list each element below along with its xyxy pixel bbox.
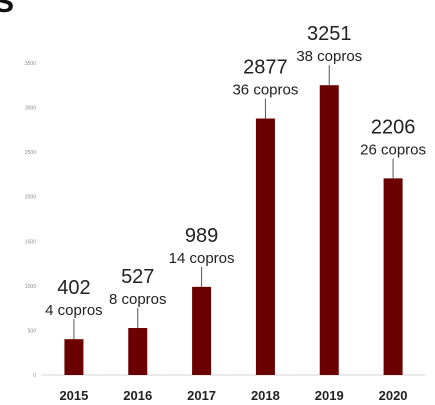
annotation-label: 26 copros [360,141,426,158]
x-tick-label: 2015 [59,388,88,403]
bar [192,286,212,375]
y-tick-label: 3000 [25,106,36,112]
corner-glyph: S [0,0,15,19]
annotation-label: 36 copros [232,82,298,99]
bar [319,85,339,376]
bar [64,339,84,375]
annotation-label: 8 copros [109,291,167,308]
annotation-label: 14 copros [169,250,235,267]
value-label: 402 [57,277,90,299]
value-label: 2206 [371,116,416,138]
bar [383,178,403,375]
value-label: 3251 [307,23,352,45]
y-tick-label: 1000 [25,284,36,290]
y-tick-label: 2500 [25,150,36,156]
x-tick-label: 2018 [251,388,280,403]
value-label: 527 [121,266,154,288]
x-tick-label: 2017 [187,388,216,403]
y-tick-label: 0 [33,373,36,379]
value-label: 2877 [243,57,288,79]
x-tick-label: 2016 [123,388,152,403]
value-label: 989 [185,225,218,247]
bar [255,118,275,375]
y-tick-label: 1500 [25,239,36,245]
y-tick-label: 2000 [25,195,36,201]
annotation-label: 4 copros [45,302,103,319]
x-tick-label: 2019 [315,388,344,403]
y-tick-label: 500 [28,328,37,334]
bar [128,328,148,375]
annotation-label: 38 copros [296,48,362,65]
x-tick-label: 2020 [379,388,408,403]
y-tick-label: 3500 [25,61,36,67]
